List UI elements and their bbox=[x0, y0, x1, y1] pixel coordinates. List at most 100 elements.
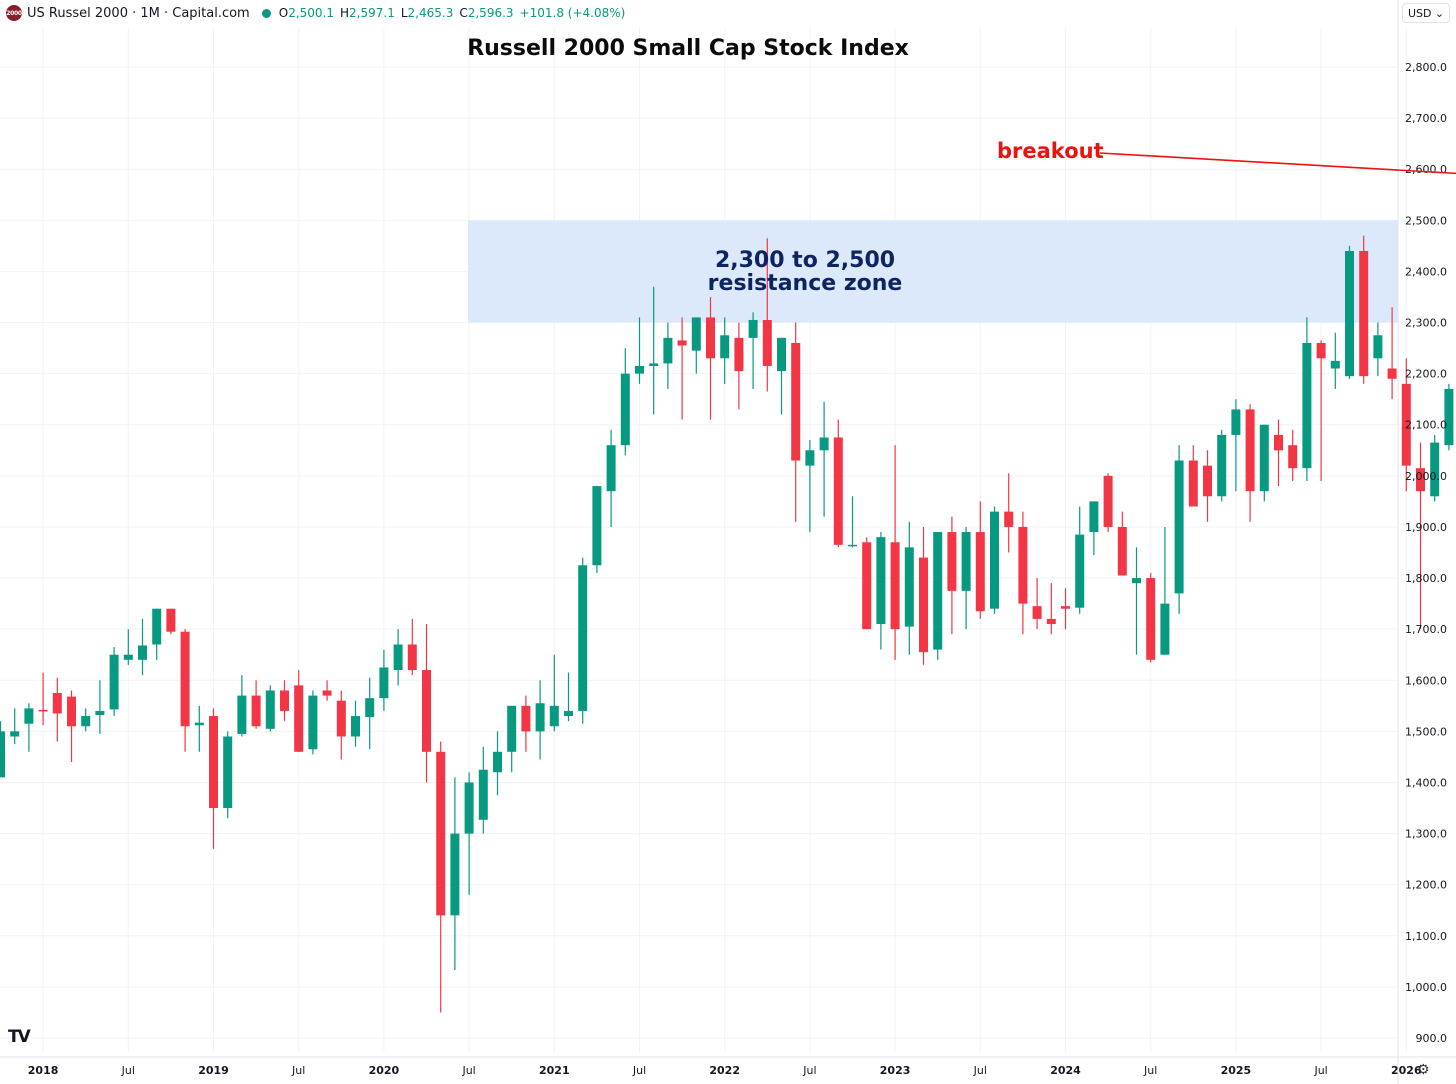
candle bbox=[0, 721, 5, 778]
candle-body bbox=[734, 337, 744, 372]
y-tick-label: 1,300.0 bbox=[1405, 828, 1447, 841]
x-tick-label: Jul bbox=[973, 1064, 987, 1077]
candle-body bbox=[990, 511, 999, 609]
candle-body bbox=[436, 751, 446, 916]
candle bbox=[294, 670, 304, 752]
currency-select[interactable]: USD ⌄ bbox=[1402, 3, 1450, 23]
candle bbox=[24, 703, 34, 752]
candle bbox=[38, 672, 48, 726]
candle-body bbox=[904, 547, 914, 627]
candle-body bbox=[308, 695, 318, 750]
candle bbox=[1103, 473, 1113, 533]
candle bbox=[819, 401, 829, 517]
candle-body bbox=[592, 486, 602, 566]
candle bbox=[478, 746, 488, 834]
candle-body bbox=[1259, 424, 1269, 492]
candle-body bbox=[535, 703, 545, 732]
candle bbox=[237, 675, 247, 737]
high-value: 2,597.1 bbox=[349, 6, 395, 20]
candle-body bbox=[0, 731, 5, 778]
candle bbox=[606, 429, 616, 527]
candle bbox=[1373, 322, 1383, 377]
candle bbox=[109, 647, 119, 717]
candle-body bbox=[677, 340, 687, 346]
candle bbox=[407, 618, 417, 676]
candle-body bbox=[166, 608, 176, 632]
candle bbox=[1302, 317, 1312, 481]
candle bbox=[862, 537, 872, 630]
candle-body bbox=[152, 608, 162, 645]
candle-body bbox=[791, 342, 801, 461]
candle-body bbox=[1132, 578, 1141, 584]
symbol-title[interactable]: US Russel 2000 · 1M · Capital.com bbox=[27, 5, 250, 21]
y-tick-label: 1,400.0 bbox=[1405, 776, 1447, 789]
x-tick-label: Jul bbox=[1143, 1064, 1157, 1077]
candle bbox=[393, 629, 403, 686]
candle-body bbox=[1004, 511, 1014, 527]
y-tick-label: 2,800.0 bbox=[1405, 61, 1447, 74]
candle-body bbox=[961, 532, 971, 591]
candle-body bbox=[1444, 388, 1454, 446]
x-tick-label: Jul bbox=[802, 1064, 816, 1077]
candle-body bbox=[209, 716, 218, 809]
candle bbox=[436, 741, 446, 1013]
candle bbox=[890, 445, 900, 660]
candle bbox=[691, 317, 701, 374]
arrow-line bbox=[1099, 152, 1456, 175]
candle-body bbox=[833, 437, 843, 545]
candle bbox=[663, 322, 673, 389]
candle-body bbox=[805, 450, 815, 466]
candle-body bbox=[10, 731, 20, 737]
grid bbox=[0, 28, 1407, 1052]
candle-body bbox=[777, 337, 786, 372]
candle-body bbox=[1174, 460, 1184, 594]
chart-title: Russell 2000 Small Cap Stock Index bbox=[467, 36, 909, 61]
y-tick-label: 1,800.0 bbox=[1405, 572, 1447, 585]
candle bbox=[720, 317, 730, 384]
candle-body bbox=[1288, 445, 1298, 469]
symbol-logo[interactable]: 2000 bbox=[6, 5, 22, 21]
candle bbox=[52, 677, 62, 742]
x-tick-label: Jul bbox=[121, 1064, 135, 1077]
candle bbox=[1160, 526, 1170, 655]
candle-body bbox=[450, 833, 460, 916]
candle bbox=[833, 419, 843, 548]
currency-label: USD bbox=[1408, 6, 1432, 20]
y-tick-label: 1,000.0 bbox=[1405, 981, 1447, 994]
candle bbox=[123, 629, 133, 665]
candle bbox=[1416, 442, 1425, 630]
candle-body bbox=[876, 537, 886, 625]
x-tick-label: 2019 bbox=[198, 1064, 229, 1077]
candle bbox=[592, 486, 602, 573]
open-value: 2,500.1 bbox=[288, 6, 334, 20]
candle-body bbox=[1231, 409, 1241, 435]
candle-body bbox=[848, 544, 857, 547]
candle-body bbox=[819, 437, 829, 451]
x-tick-label: 2023 bbox=[880, 1064, 911, 1077]
candle-body bbox=[947, 532, 957, 591]
candle bbox=[1316, 340, 1326, 481]
y-tick-label: 2,000.0 bbox=[1405, 470, 1447, 483]
candle-body bbox=[975, 532, 985, 612]
candle-body bbox=[620, 373, 630, 446]
gear-icon[interactable]: ⚙ bbox=[1417, 1062, 1430, 1078]
candle-body bbox=[322, 690, 332, 696]
candle bbox=[422, 624, 431, 783]
candle bbox=[1018, 511, 1028, 635]
candle bbox=[1188, 445, 1198, 507]
tradingview-logo[interactable]: TV bbox=[8, 1027, 31, 1047]
candle-body bbox=[24, 708, 34, 724]
candle bbox=[791, 322, 801, 522]
candle bbox=[1359, 235, 1369, 384]
candle-body bbox=[1302, 342, 1312, 469]
candle-body bbox=[606, 445, 616, 492]
candle bbox=[180, 629, 190, 752]
zone-label-line1: 2,300 to 2,500 bbox=[714, 248, 896, 273]
candle bbox=[649, 286, 659, 415]
candle-body bbox=[294, 685, 304, 752]
candle bbox=[990, 506, 999, 614]
candle-body bbox=[123, 654, 133, 660]
candle-body bbox=[1401, 383, 1411, 466]
candle-body bbox=[422, 670, 431, 752]
